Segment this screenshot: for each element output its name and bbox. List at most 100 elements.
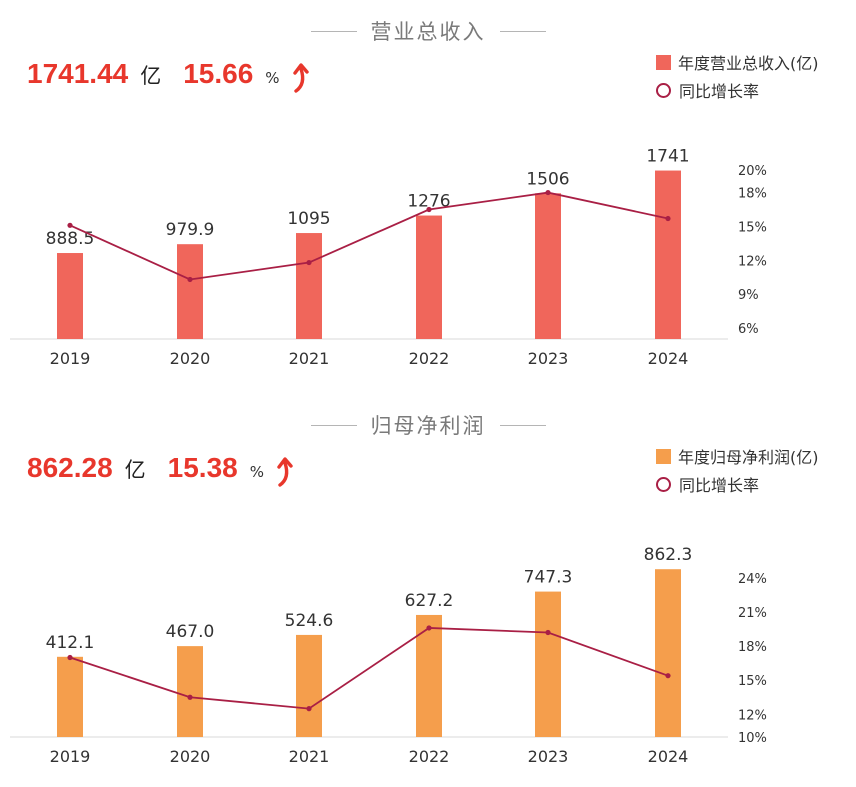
net-profit-panel: 归母净利润 862.28 亿 15.38 % 年度归母净利润(亿) 同比增长率 … [0,394,856,787]
bar-2023 [535,193,561,339]
revenue-panel: 营业总收入 1741.44 亿 15.66 % 年度营业总收入(亿) 同比增长率… [0,16,856,368]
net-profit-headline-value: 862.28 [27,452,113,483]
legend-line-label: 同比增长率 [679,476,760,495]
revenue-title-text: 营业总收入 [370,20,486,44]
bar-2024 [655,170,681,339]
title-line-left [310,30,357,32]
legend-line-marker-icon [656,82,671,98]
right-tick-6%: 6% [738,322,759,337]
x-tick-2023: 2023 [528,747,569,766]
net-profit-title: 归母净利润 [0,410,856,440]
legend-item-line: 同比增长率 [656,470,819,498]
growth-point-2022 [426,206,432,213]
bar-label-2022: 627.2 [405,591,454,611]
title-line-right [499,30,546,32]
bar-2019 [57,656,83,737]
growth-point-2021 [306,259,312,266]
bar-label-2024: 862.3 [644,545,693,565]
right-tick-18%: 18% [738,187,767,202]
bar-label-2022: 1276 [407,192,450,212]
bar-2023 [535,591,561,737]
growth-point-2024 [665,215,671,222]
title-line-left [310,424,357,426]
right-tick-15%: 15% [738,674,767,689]
right-tick-15%: 15% [738,220,767,235]
up-arrow-icon [277,457,293,487]
growth-line [69,627,669,710]
bar-label-2023: 1506 [526,169,569,189]
bar-2022 [416,215,442,339]
bar-label-2024: 1741 [646,147,689,167]
bar-2021 [296,634,322,737]
growth-line [69,191,669,281]
x-tick-2024: 2024 [648,349,689,368]
x-tick-2023: 2023 [528,349,569,368]
revenue-headline-growth: 15.66 [183,58,254,89]
growth-point-2024 [665,673,671,679]
legend-line-marker-icon [656,476,671,492]
x-tick-2019: 2019 [50,747,91,766]
right-tick-18%: 18% [738,640,767,655]
legend-bar-label: 年度归母净利润(亿) [678,448,819,467]
revenue-headline: 1741.44 亿 15.66 % [27,58,314,98]
net-profit-headline: 862.28 亿 15.38 % [27,452,298,492]
bar-2022 [416,614,442,737]
x-tick-2021: 2021 [289,747,330,766]
net-profit-headline-growth: 15.38 [167,452,238,483]
bar-label-2021: 524.6 [285,611,334,631]
bar-2024 [655,569,681,737]
legend-item-line: 同比增长率 [656,76,819,104]
net-profit-chart: 412.1 467.0 524.6 627.2 747.3 862.3 2019 2020 20… [10,545,767,766]
growth-point-2023 [545,189,551,196]
legend-item-bar: 年度营业总收入(亿) [656,48,819,76]
right-tick-12%: 12% [738,708,767,723]
growth-point-2019 [67,654,73,661]
right-tick-21%: 21% [738,606,767,621]
bar-label-2019: 888.5 [46,229,95,249]
right-tick-20%: 20% [738,164,767,179]
legend-bar-label: 年度营业总收入(亿) [678,54,819,73]
legend-bar-swatch [656,448,671,464]
bar-label-2021: 1095 [287,209,330,229]
bar-2020 [177,646,203,737]
x-tick-2020: 2020 [170,349,211,368]
growth-point-2023 [545,629,551,636]
net-profit-headline-unit: 亿 [124,458,146,482]
x-tick-2024: 2024 [648,747,689,766]
bar-label-2019: 412.1 [46,633,95,653]
legend-line-label: 同比增长率 [679,82,760,101]
revenue-headline-value: 1741.44 [27,58,129,89]
growth-point-2020 [187,276,193,283]
x-tick-2021: 2021 [289,349,330,368]
title-line-right [499,424,546,426]
growth-point-2020 [187,694,193,700]
x-tick-2022: 2022 [409,747,450,766]
net-profit-title-text: 归母净利润 [370,414,486,438]
bar-2019 [57,253,83,339]
legend-item-bar: 年度归母净利润(亿) [656,442,819,470]
up-arrow-icon [292,63,309,93]
revenue-headline-unit: 亿 [140,64,162,88]
x-tick-2020: 2020 [170,747,211,766]
revenue-title: 营业总收入 [0,16,856,46]
x-tick-2019: 2019 [50,349,91,368]
growth-point-2022 [426,625,432,631]
revenue-chart: 888.5 979.9 1095 1276 1506 1741 2019 2020 2021 20… [10,147,767,368]
growth-point-2019 [67,222,73,228]
revenue-headline-percent: % [265,69,280,87]
legend-bar-swatch [656,54,671,70]
revenue-legend: 年度营业总收入(亿) 同比增长率 [656,48,819,104]
growth-point-2021 [306,706,312,712]
net-profit-legend: 年度归母净利润(亿) 同比增长率 [656,442,819,498]
bar-label-2020: 979.9 [166,220,215,240]
right-tick-12%: 12% [738,254,767,269]
bar-2021 [296,233,322,339]
right-tick-10%: 10% [738,731,767,746]
right-tick-9%: 9% [738,288,759,303]
x-tick-2022: 2022 [409,349,450,368]
net-profit-headline-percent: % [249,463,264,481]
bar-label-2023: 747.3 [524,568,573,588]
bar-label-2020: 467.0 [166,622,215,642]
right-tick-24%: 24% [738,572,767,587]
bar-2020 [177,244,203,339]
